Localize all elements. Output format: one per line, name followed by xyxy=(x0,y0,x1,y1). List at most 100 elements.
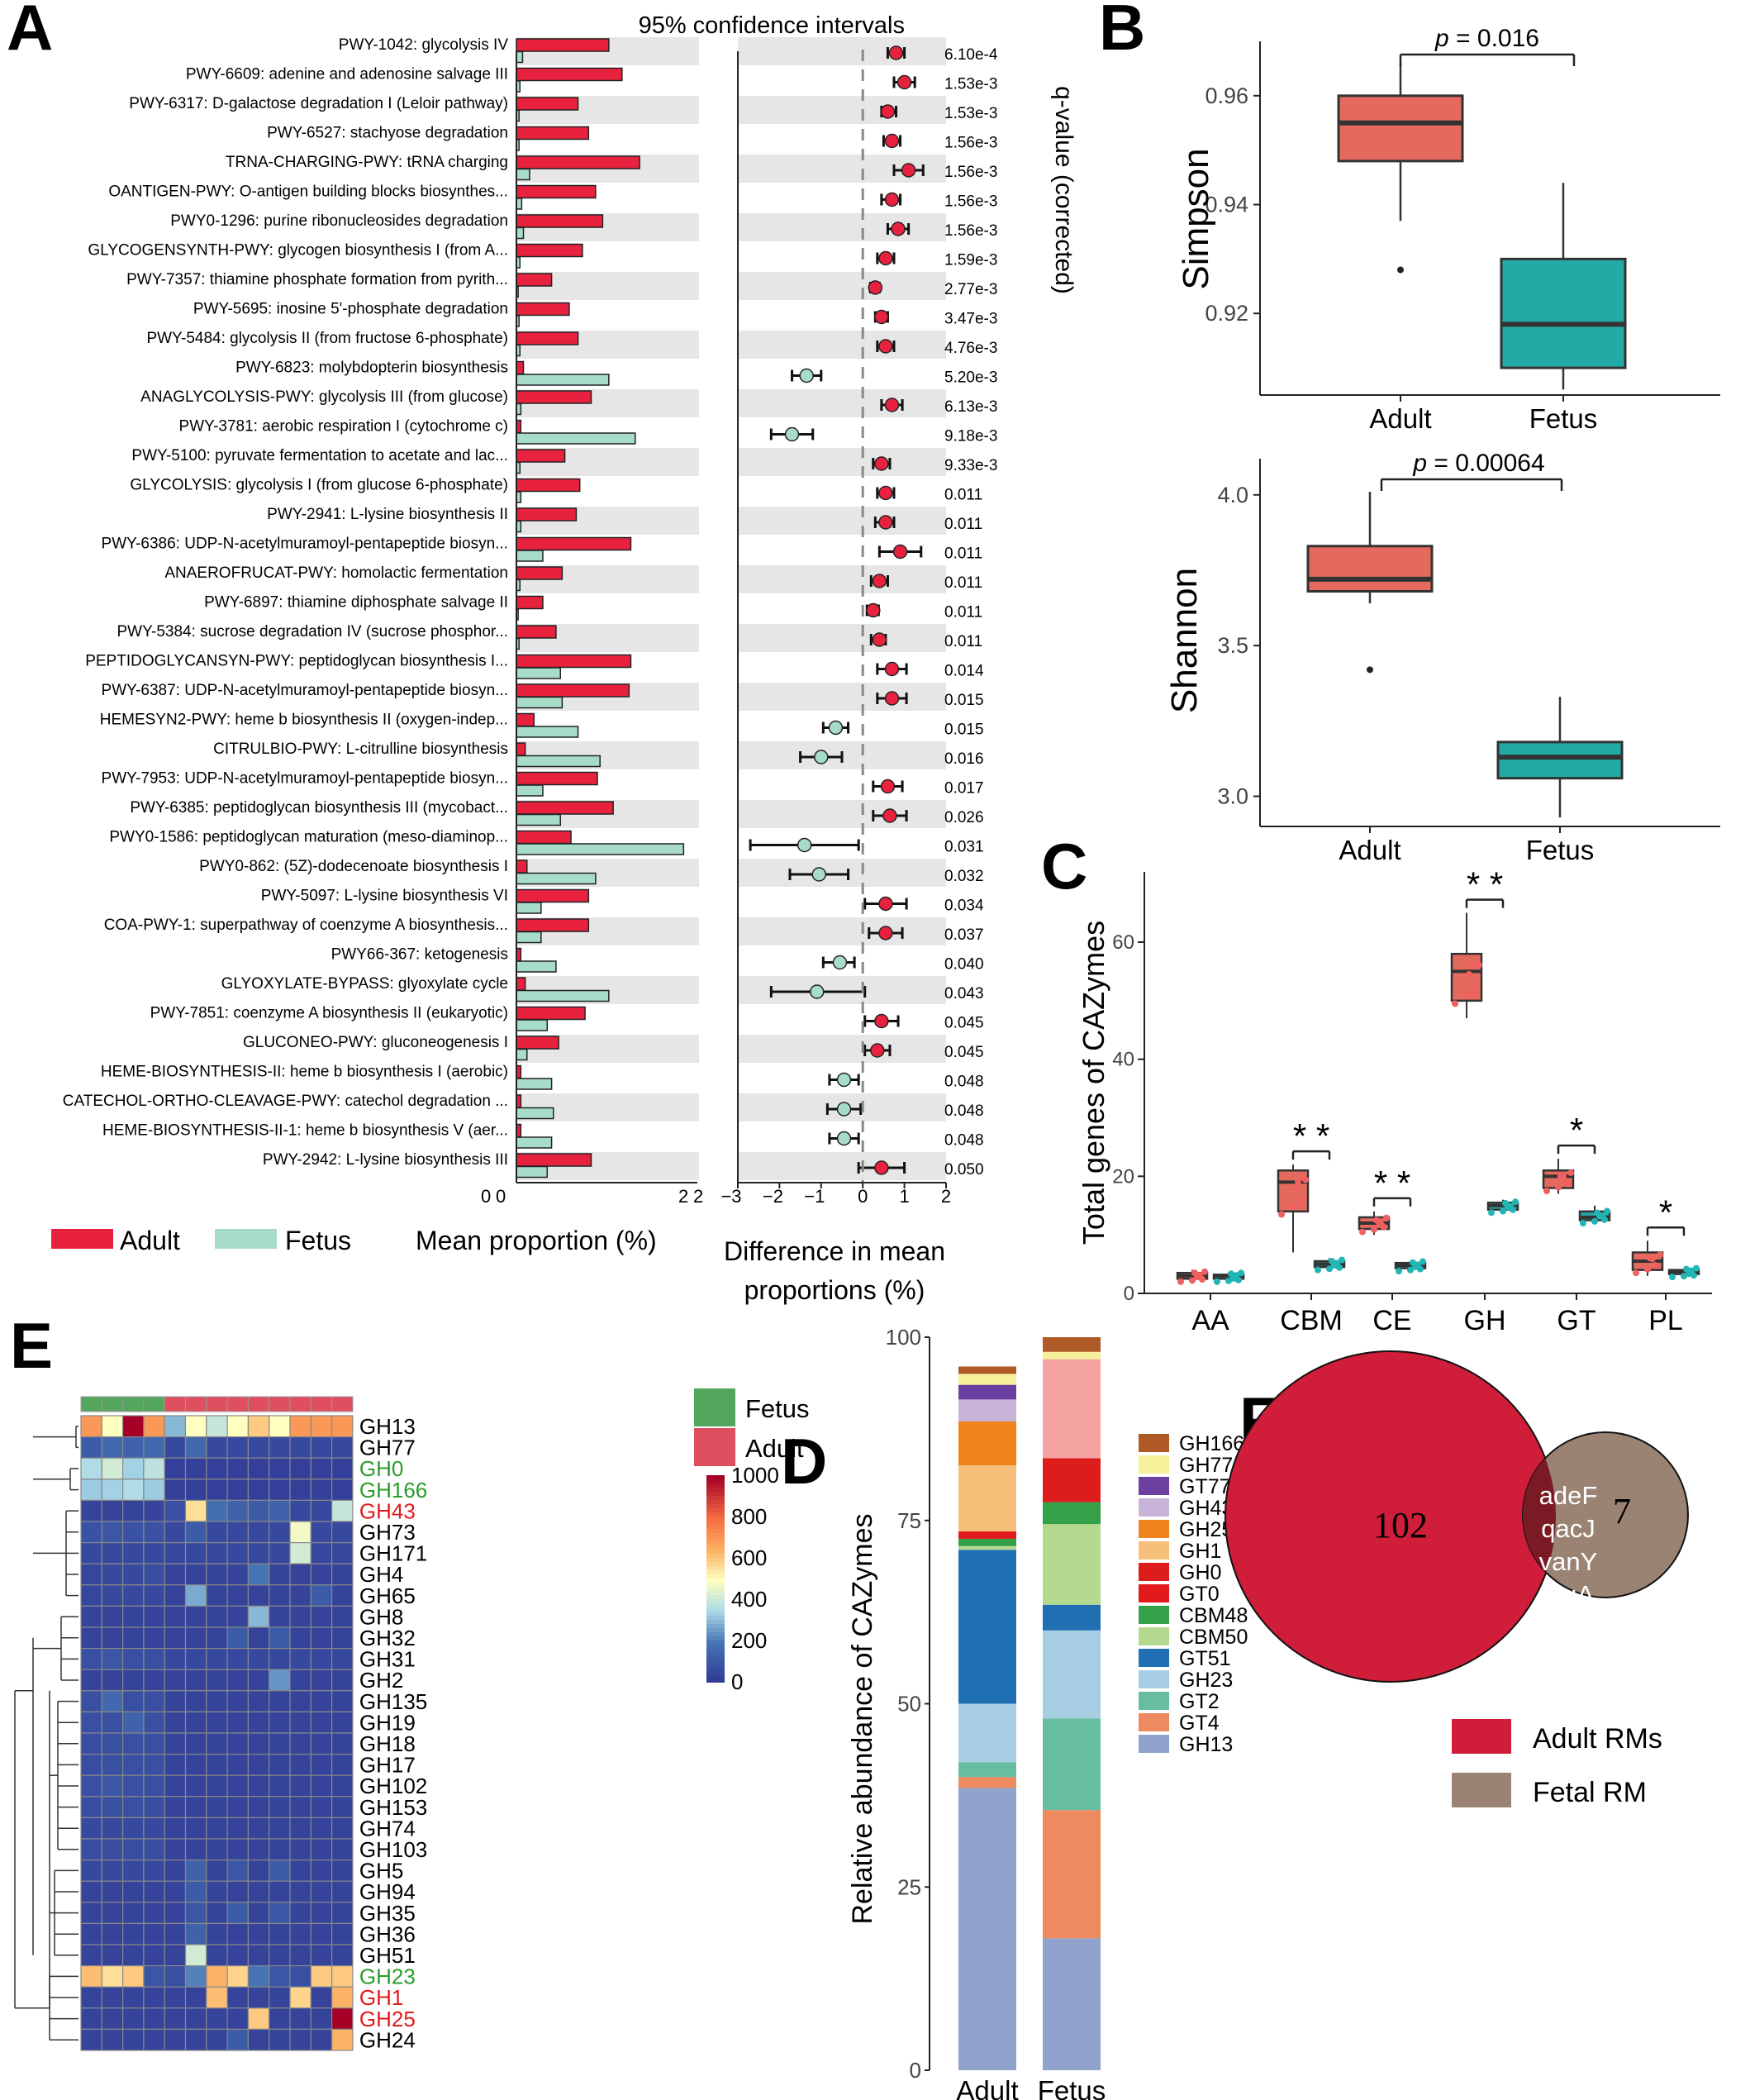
e-heat-cell xyxy=(80,1944,102,1967)
d-stack-segment xyxy=(1043,1502,1101,1525)
e-heat-cell xyxy=(289,1690,311,1713)
b-box xyxy=(1500,257,1627,369)
c-jitter-point xyxy=(1373,1217,1380,1224)
e-heat-cell xyxy=(101,1647,124,1670)
e-heat-cell xyxy=(310,1647,333,1670)
e-heat-cell xyxy=(164,1605,187,1628)
e-colorbar-segment xyxy=(706,1653,725,1658)
e-heat-cell xyxy=(269,1774,291,1798)
a-bar-adult xyxy=(516,1006,586,1021)
c-significance: * * xyxy=(1467,865,1503,904)
e-group-cell xyxy=(80,1396,102,1412)
e-heat-cell xyxy=(122,1563,145,1586)
e-heat-cell xyxy=(310,1986,333,2009)
e-heat-cell xyxy=(247,1838,270,1861)
a-qvalue: 0.040 xyxy=(944,956,984,974)
c-jitter-point xyxy=(1652,1262,1658,1269)
a-bar-adult xyxy=(516,683,630,698)
a-row-label: PWY-6897: thiamine diphosphate salvage I… xyxy=(204,594,508,612)
a-qvalue: 4.76e-3 xyxy=(944,340,997,357)
e-colorbar-segment xyxy=(706,1616,725,1621)
f-shared-gene: vanY xyxy=(1539,1547,1598,1576)
a-row-label: PWY-7851: coenzyme A biosynthesis II (eu… xyxy=(150,1005,508,1022)
e-heat-cell xyxy=(331,1584,354,1607)
e-heat-cell xyxy=(101,1605,124,1628)
a-row-band xyxy=(738,565,946,593)
a-bar-tick: 2 xyxy=(678,1186,688,1207)
a-diff-tick: −2 xyxy=(763,1186,783,1207)
e-heat-cell xyxy=(101,1944,124,1967)
c-jitter-point xyxy=(1371,1226,1377,1233)
e-heat-cell xyxy=(206,1922,228,1945)
c-xtick: CBM xyxy=(1280,1305,1343,1336)
e-row-label: GH17 xyxy=(359,1753,416,1778)
e-heat-cell xyxy=(206,1774,228,1798)
a-row-label: PWY-5384: sucrose degradation IV (sucros… xyxy=(117,623,508,640)
a-row-label: ANAGLYCOLYSIS-PWY: glycolysis III (from … xyxy=(140,388,508,406)
e-heat-cell xyxy=(101,1754,124,1776)
b-ytick: 3.5 xyxy=(1217,633,1248,658)
a-bar-adult xyxy=(516,97,579,111)
e-heat-cell xyxy=(331,1436,354,1459)
e-heat-cell xyxy=(101,2028,124,2051)
e-heat-cell xyxy=(122,1626,145,1650)
e-heat-cell xyxy=(289,1774,311,1798)
e-heat-cell xyxy=(226,1922,250,1945)
d-legend-swatch xyxy=(1139,1520,1169,1538)
e-heat-cell xyxy=(122,1521,145,1544)
e-group-legend-swatch xyxy=(694,1388,735,1426)
e-heat-cell xyxy=(80,1647,102,1670)
e-heat-cell xyxy=(310,1860,333,1882)
a-qvalue: 0.017 xyxy=(944,780,984,798)
e-heat-cell xyxy=(122,1436,145,1459)
d-stack-segment xyxy=(1043,1524,1101,1605)
d-legend-label: GH25 xyxy=(1179,1518,1233,1541)
e-row-label: GH74 xyxy=(359,1816,416,1840)
a-row-label: HEMESYN2-PWY: heme b biosynthesis II (ox… xyxy=(100,712,508,729)
e-heat-cell xyxy=(143,1541,165,1564)
a-bar-adult xyxy=(516,360,525,375)
e-heat-cell xyxy=(247,1584,270,1607)
a-qvalue: 0.043 xyxy=(944,985,984,1002)
a-row-label: PWY-6609: adenine and adenosine salvage … xyxy=(186,66,508,83)
e-heat-cell xyxy=(101,1986,124,2009)
d-xtick: Adult xyxy=(956,2075,1018,2100)
e-heat-cell xyxy=(143,1626,165,1650)
a-bar-fetus xyxy=(516,168,530,181)
d-legend-swatch xyxy=(1139,1477,1169,1495)
e-heat-cell xyxy=(289,2007,311,2031)
e-row-label: GH23 xyxy=(359,1964,416,1989)
a-row-label: PWY-7357: thiamine phosphate formation f… xyxy=(126,271,508,288)
a-qvalue: 0.011 xyxy=(944,574,982,592)
b-pvalue-value: = 0.00064 xyxy=(1427,450,1545,477)
d-xtick: Fetus xyxy=(1038,2075,1106,2100)
e-colorbar-segment xyxy=(706,1529,725,1534)
e-heat-cell xyxy=(143,1902,165,1925)
e-colorbar-segment xyxy=(706,1612,725,1617)
a-bar-adult xyxy=(516,801,614,815)
e-heat-cell xyxy=(310,1880,333,1903)
e-heat-cell xyxy=(289,1796,311,1819)
e-row-label: GH35 xyxy=(359,1901,416,1926)
e-heat-cell xyxy=(184,1922,207,1945)
e-heat-cell xyxy=(80,1584,102,1607)
a-row-label: HEME-BIOSYNTHESIS-II: heme b biosynthesi… xyxy=(101,1064,508,1081)
a-bar-fetus xyxy=(516,1107,554,1120)
a-row-band xyxy=(738,448,946,476)
a-qvalue: 0.011 xyxy=(944,545,982,563)
b-ytick: 3.0 xyxy=(1217,784,1248,809)
b-pvalue: p = 0.016 xyxy=(1434,25,1539,52)
e-heat-cell xyxy=(226,1774,250,1798)
e-heat-cell xyxy=(143,1880,165,1903)
e-heat-cell xyxy=(80,1499,102,1522)
a-diff-point xyxy=(836,1102,852,1117)
e-heat-cell xyxy=(269,1902,291,1925)
e-heat-cell xyxy=(164,1860,187,1882)
c-jitter-point xyxy=(1488,1209,1495,1217)
a-diff-point xyxy=(872,632,887,647)
a-qvalue: 1.56e-3 xyxy=(944,135,997,152)
e-heat-cell xyxy=(80,1711,102,1734)
a-bar-fetus xyxy=(516,1078,553,1090)
e-colorbar-tick: 600 xyxy=(731,1545,767,1570)
e-heat-cell xyxy=(226,1944,250,1967)
